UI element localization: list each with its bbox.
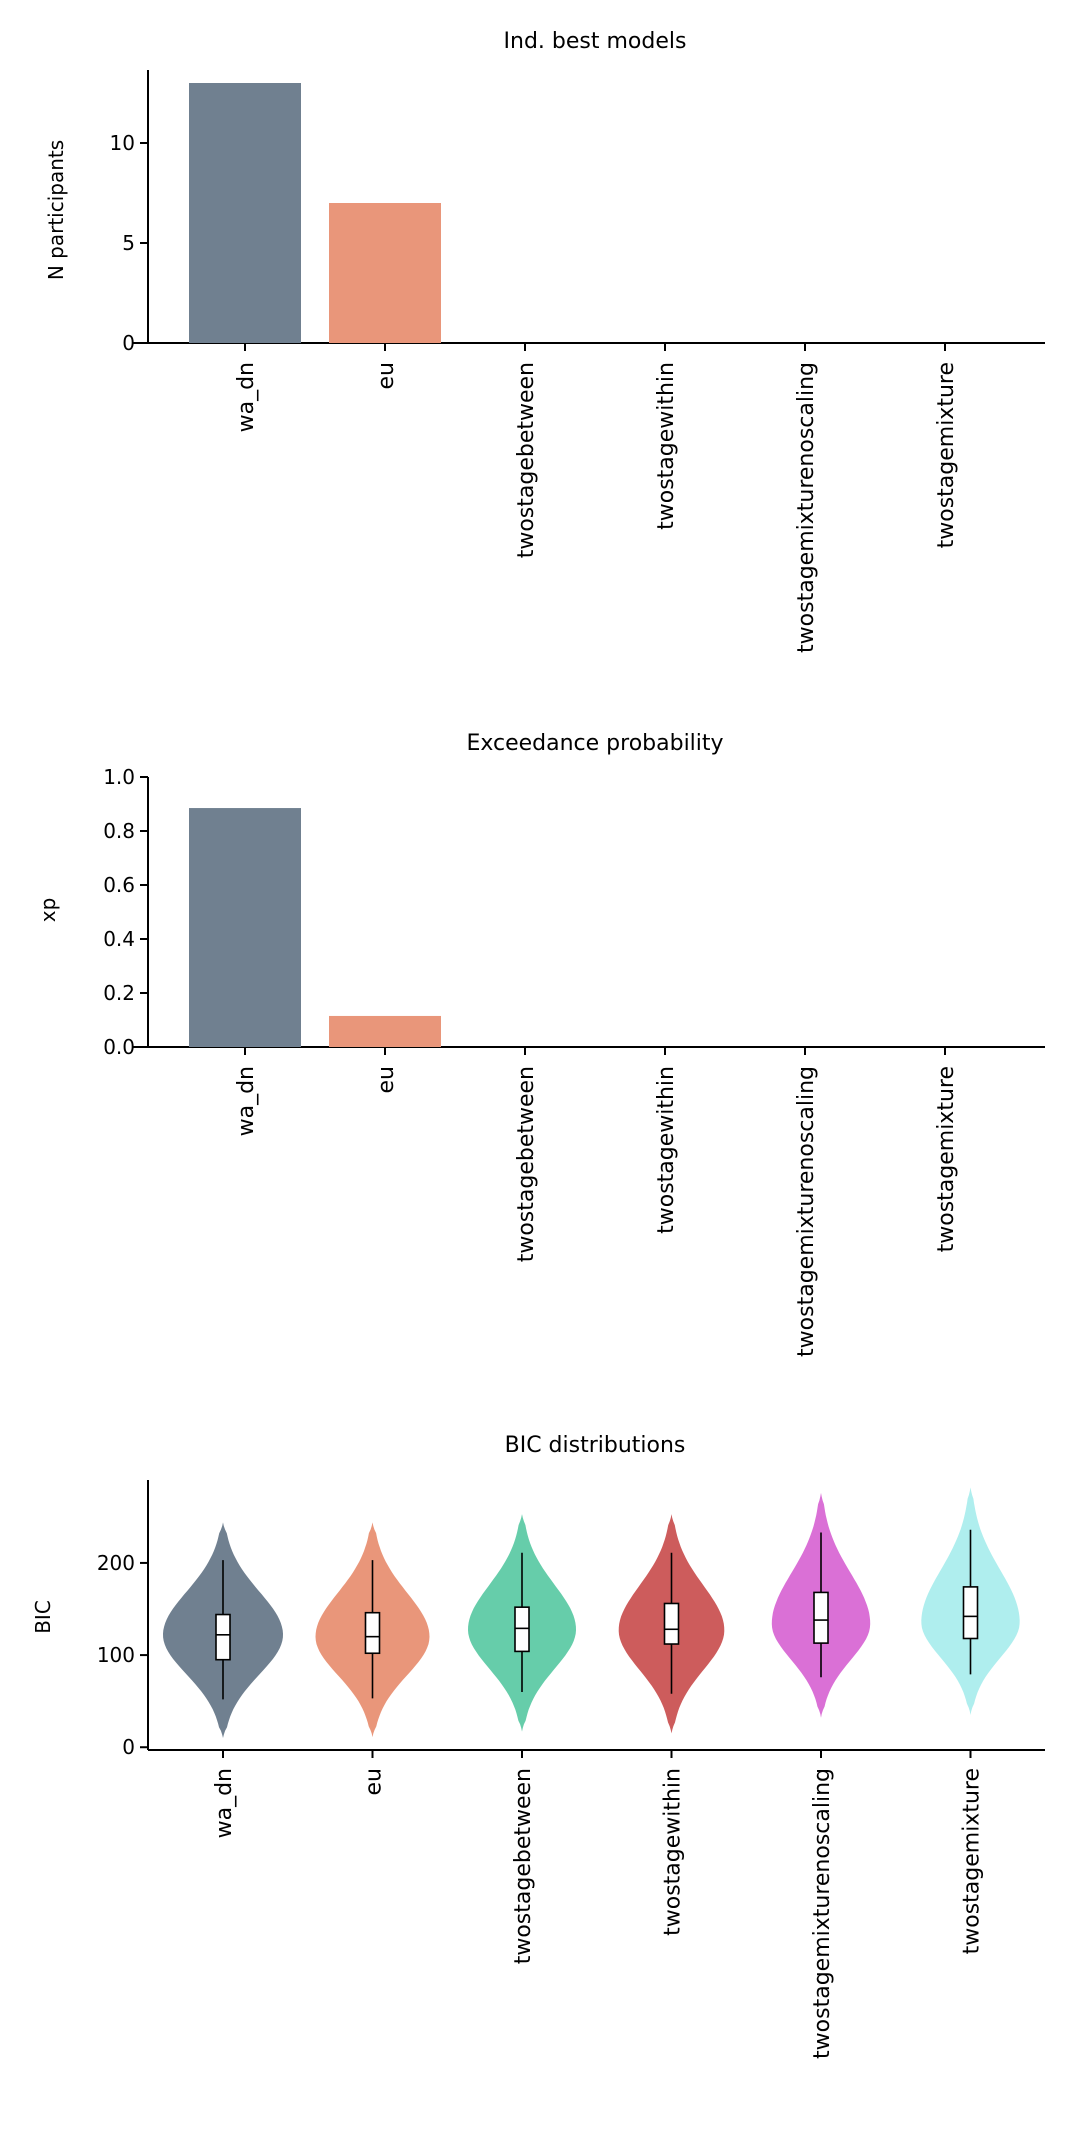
y-tick-label: 0.4 (103, 927, 135, 951)
y-axis-label: xp (36, 898, 60, 923)
x-tick-label: twostagebetween (511, 1768, 536, 1964)
y-tick-label: 200 (97, 1551, 135, 1575)
box (813, 1591, 829, 1644)
y-tick-label: 0.2 (103, 981, 135, 1005)
y-tick-label: 1.0 (103, 765, 135, 789)
x-tick-label: twostagebetween (514, 362, 539, 558)
y-tick-label: 5 (122, 231, 135, 255)
bar (329, 203, 441, 343)
box (514, 1606, 530, 1653)
y-tick-label: 10 (110, 131, 135, 155)
x-tick-label: twostagemixturenoscaling (794, 1066, 819, 1357)
y-axis-label: N participants (44, 140, 68, 280)
box (364, 1611, 381, 1655)
box (663, 1602, 680, 1645)
y-axis-label: BIC (31, 1600, 55, 1634)
panel-exceedance-probability: Exceedance probability xp 0.0 0.2 0.4 0.6 0.… (36, 731, 1045, 1357)
y-tick-label: 0 (122, 331, 135, 355)
bar (329, 1015, 441, 1047)
x-tick-label: twostagebetween (514, 1066, 539, 1262)
box (962, 1586, 979, 1640)
x-tick-label: wa_dn (234, 1066, 259, 1136)
x-tick-label: twostagemixture (934, 1066, 959, 1252)
chart-title: Exceedance probability (466, 731, 723, 756)
x-tick-label: twostagemixturenoscaling (794, 362, 819, 653)
y-tick-label: 0.8 (103, 819, 135, 843)
x-tick-label: twostagewithin (661, 1768, 686, 1936)
x-tick-label: eu (362, 1768, 387, 1795)
chart-title: BIC distributions (505, 1433, 686, 1458)
x-tick-label: twostagewithin (654, 1066, 679, 1234)
chart-title: Ind. best models (504, 29, 687, 54)
x-tick-label: twostagemixture (934, 362, 959, 548)
y-tick-label: 0 (122, 1735, 135, 1759)
x-tick-label: wa_dn (212, 1768, 237, 1838)
panel-bic-distributions: BIC distributions BIC 0 100 200 wa_dn eu twos… (31, 1433, 1045, 2059)
y-tick-label: 0.0 (103, 1035, 135, 1059)
x-tick-label: twostagemixture (960, 1768, 985, 1954)
y-tick-label: 100 (97, 1643, 135, 1667)
x-tick-label: twostagewithin (654, 362, 679, 530)
panel-best-models: Ind. best models N participants 0 5 10 wa_d… (44, 29, 1045, 653)
x-tick-label: eu (374, 362, 399, 389)
bar (189, 83, 301, 343)
x-tick-label: twostagemixturenoscaling (810, 1768, 835, 2059)
x-tick-label: wa_dn (234, 362, 259, 432)
x-tick-label: eu (374, 1066, 399, 1093)
box (215, 1613, 231, 1661)
bar (189, 808, 301, 1047)
y-tick-label: 0.6 (103, 873, 135, 897)
